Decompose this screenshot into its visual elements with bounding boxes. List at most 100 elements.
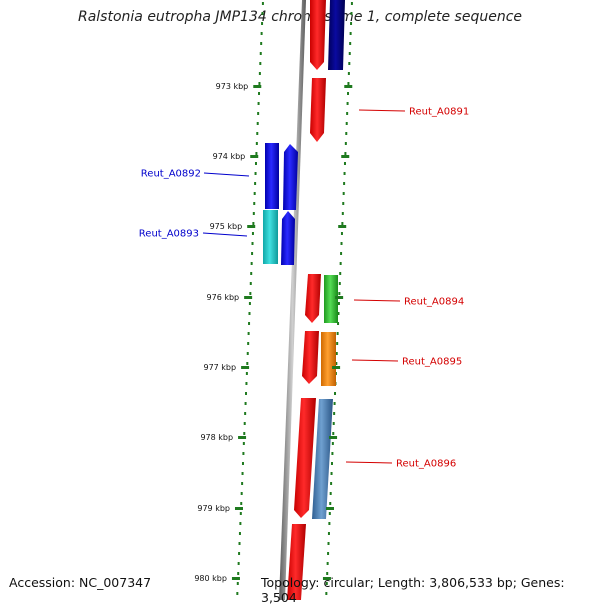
guide-dot-right (343, 182, 346, 185)
gene-block-reut-a0892[interactable] (265, 143, 279, 209)
gene-label-line (203, 172, 250, 177)
guide-dot-left (245, 372, 248, 375)
guide-dot-right (339, 262, 342, 265)
tick-label: 980 kbp (194, 574, 227, 583)
tick-mark-right (325, 507, 334, 510)
tick-mark-right (335, 296, 344, 299)
gene-arrow-reut-a0892-right[interactable] (283, 144, 298, 210)
guide-dot-right (349, 42, 352, 45)
guide-dot-left (258, 72, 261, 75)
gene-label-line (345, 461, 393, 464)
tick-mark-right (344, 85, 353, 88)
guide-dot-left (247, 332, 250, 335)
tick-mark-right (338, 225, 347, 228)
guide-dot-right (330, 472, 333, 475)
guide-dot-left (261, 2, 264, 5)
guide-dot-left (250, 272, 253, 275)
map-title: Ralstonia eutropha JMP134 chromosome 1, … (77, 9, 522, 25)
gene-arrow-red-976[interactable] (305, 274, 321, 323)
guide-dot-right (331, 452, 334, 455)
guide-dot-right (344, 142, 347, 145)
gene-arrows (263, 0, 345, 600)
guide-dot-left (260, 32, 263, 35)
guide-dot-right (329, 502, 332, 505)
tick-label: 977 kbp (203, 363, 236, 372)
guide-dot-left (243, 432, 246, 435)
guide-dot-right (348, 62, 351, 65)
guide-dot-left (259, 62, 262, 65)
guide-dot-right (327, 532, 330, 535)
gene-block-reut-a0895[interactable] (321, 332, 336, 386)
gene-arrow-red-978[interactable] (294, 398, 316, 518)
chromosome-backbone (279, 0, 306, 600)
guide-dot-left (246, 352, 249, 355)
gene-label-reut-a0896[interactable]: Reut_A0896 (396, 459, 456, 470)
guide-dot-left (251, 242, 254, 245)
guide-dot-left (250, 262, 253, 265)
tick-mark-left (234, 507, 243, 510)
guide-dot-left (237, 572, 240, 575)
gene-arrow-navy[interactable] (328, 0, 345, 70)
gene-arrow-reut-a0891[interactable] (310, 78, 326, 142)
guide-dot-left (244, 412, 247, 415)
guide-dot-left (248, 302, 251, 305)
tick-mark-right (322, 577, 331, 580)
guide-dot-right (343, 162, 346, 165)
guide-dot-left (246, 362, 249, 365)
gene-block-reut-a0894[interactable] (324, 275, 338, 323)
guide-dot-left (240, 492, 243, 495)
gene-label-reut-a0893[interactable]: Reut_A0893 (139, 229, 199, 240)
gene-label-reut-a0891[interactable]: Reut_A0891 (409, 107, 469, 118)
tick-mark-right (341, 155, 350, 158)
guide-dot-left (258, 92, 261, 95)
gene-label-reut-a0892[interactable]: Reut_A0892 (141, 169, 201, 180)
gene-label-reut-a0895[interactable]: Reut_A0895 (402, 357, 462, 368)
guide-dot-right (333, 402, 336, 405)
guide-dot-left (261, 12, 264, 15)
gene-arrow-red-977[interactable] (302, 331, 319, 384)
tick-label: 974 kbp (213, 152, 246, 161)
gene-label-reut-a0894[interactable]: Reut_A0894 (404, 297, 464, 308)
guide-dot-left (257, 112, 260, 115)
guide-dot-right (330, 462, 333, 465)
guide-dot-right (332, 422, 335, 425)
gene-arrow-red-980[interactable] (287, 524, 306, 600)
tick-label: 973 kbp (216, 82, 249, 91)
tick-mark-right (332, 366, 341, 369)
gene-labels: Reut_A0891 Reut_A0892 Reut_A0893 Reut_A0894… (139, 107, 469, 470)
guide-dot-right (333, 412, 336, 415)
guide-dot-left (253, 192, 256, 195)
tick-label: 978 kbp (200, 433, 233, 442)
gene-arrow-reut-a0893-right[interactable] (281, 211, 295, 265)
gene-block-reut-a0896[interactable] (312, 399, 333, 519)
gene-block-reut-a0893[interactable] (263, 210, 278, 264)
guide-dot-right (325, 582, 328, 585)
guide-dot-left (257, 102, 260, 105)
tick-mark-left (250, 155, 259, 158)
guide-dot-left (236, 582, 239, 585)
guide-dot-left (248, 322, 251, 325)
guide-dot-left (238, 532, 241, 535)
tick-mark-left (244, 296, 253, 299)
guide-dot-left (245, 382, 248, 385)
scale-ticks: 973 kbp 974 kbp 975 kbp 976 kbp 977 kbp 978 k… (194, 82, 353, 583)
guide-dot-left (245, 392, 248, 395)
gene-label-line (202, 232, 248, 237)
gene-arrow-reut-a0890-red[interactable] (310, 0, 326, 70)
guide-dot-right (332, 432, 335, 435)
guide-dot-left (258, 82, 261, 85)
guide-dot-right (334, 392, 337, 395)
tick-mark-left (241, 366, 250, 369)
accession-text: Accession: NC_007347 (9, 575, 152, 590)
guide-dot-left (259, 52, 262, 55)
tick-mark-left (247, 225, 256, 228)
tick-mark-right (329, 436, 338, 439)
guide-dot-left (261, 22, 264, 25)
guide-dot-left (239, 512, 242, 515)
guide-dot-right (342, 192, 345, 195)
guide-dot-right (341, 212, 344, 215)
guide-dot-right (342, 202, 345, 205)
guide-dot-right (345, 132, 348, 135)
guide-dot-right (340, 242, 343, 245)
